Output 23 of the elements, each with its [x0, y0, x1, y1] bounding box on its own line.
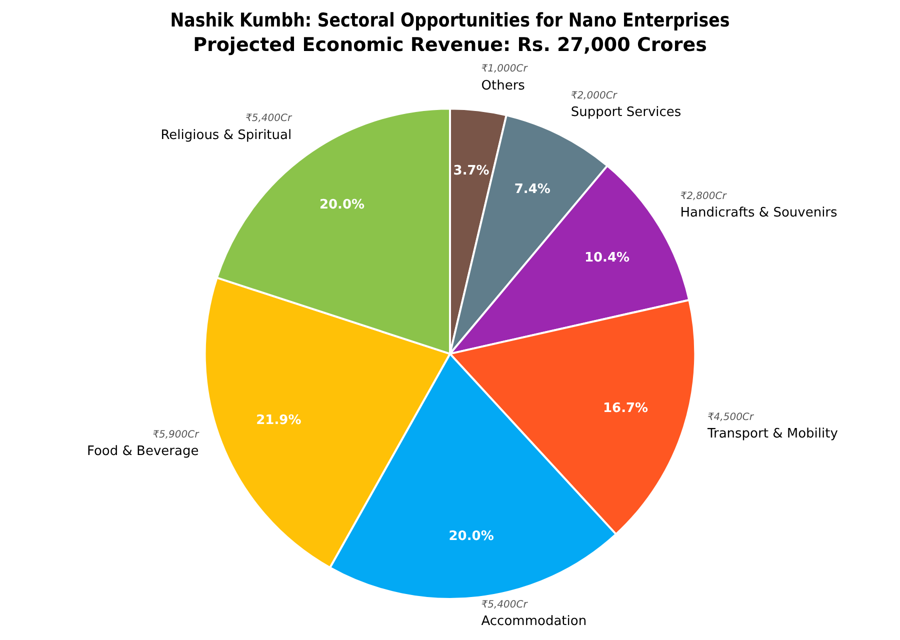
- data-label: 20.0%: [448, 528, 494, 544]
- data-label: 16.7%: [602, 401, 648, 416]
- slice-label: Transport & Mobility: [706, 426, 838, 442]
- slice-label: Others: [481, 78, 526, 94]
- chart-subtitle: Projected Economic Revenue: Rs. 27,000 Crores: [193, 34, 707, 56]
- data-label: 20.0%: [319, 197, 365, 212]
- text: ₹5,400Cr: [246, 113, 292, 124]
- text: ₹5,400Cr: [481, 599, 528, 610]
- data-label: 10.4%: [584, 250, 630, 266]
- data-label: 3.7%: [453, 164, 490, 179]
- slice-label: Religious & Spiritual: [160, 128, 292, 143]
- slice-label: Accommodation: [481, 614, 587, 630]
- text: ₹2,800Cr: [680, 190, 726, 202]
- chart-title: Nashik Kumbh: Sectoral Opportunities for Nano Enterprises: [170, 9, 730, 32]
- text: ₹4,500Cr: [707, 412, 754, 423]
- text: ₹5,900Cr: [152, 429, 199, 440]
- data-label: 7.4%: [514, 182, 550, 197]
- data-label: 21.9%: [256, 413, 302, 428]
- text: ₹2,000Cr: [570, 90, 617, 102]
- slice-label: Food & Beverage: [86, 444, 199, 460]
- slice-label: Support Services: [570, 105, 682, 120]
- text: ₹1,000Cr: [481, 63, 528, 74]
- slice-label: Handicrafts & Souvenirs: [680, 206, 838, 221]
